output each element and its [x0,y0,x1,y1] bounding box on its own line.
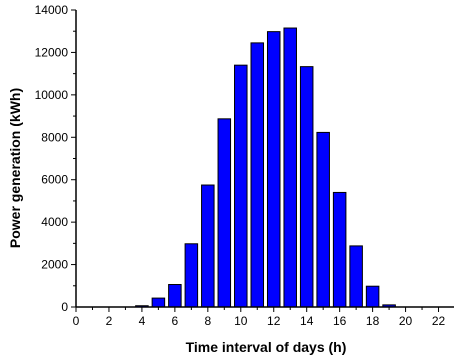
y-tick-label-12000: 12000 [35,45,69,59]
y-tick-label-10000: 10000 [35,88,69,102]
ticks-group: 0 2 4 6 8 10 12 14 16 18 20 22 0 2000 4000 6000 8000 1000… [35,3,446,328]
y-axis-title: Power generation (kWh) [7,88,23,248]
bar-17h [349,245,363,308]
x-tick-label-4: 4 [139,314,146,328]
y-tick-label-8000: 8000 [41,130,68,144]
y-tick-label-6000: 6000 [41,173,68,187]
bar-14h [299,66,314,308]
x-tick-label-2: 2 [106,314,113,328]
bar-18h [365,285,380,308]
x-tick-label-10: 10 [234,314,248,328]
bar-11h [250,42,265,308]
x-tick-label-18: 18 [366,314,380,328]
x-tick-label-0: 0 [73,314,80,328]
x-tick-label-12: 12 [267,314,281,328]
bar-16h [332,191,347,308]
x-tick-label-20: 20 [399,314,413,328]
x-tick-label-6: 6 [172,314,179,328]
bar-9h [217,118,232,308]
x-tick-label-22: 22 [432,314,446,328]
y-tick-label-14000: 14000 [35,3,69,17]
bars-group [135,27,396,308]
y-tick-label-2000: 2000 [41,258,68,272]
bar-7h [184,243,199,308]
y-tick-label-4000: 4000 [41,215,68,229]
bar-5h [151,297,166,308]
x-axis-title: Time interval of days (h) [186,339,347,355]
x-tick-label-8: 8 [204,314,211,328]
y-tick-label-0: 0 [61,300,68,314]
bar-10h [234,64,248,308]
bar-13h [283,27,297,308]
x-tick-label-14: 14 [300,314,314,328]
x-tick-label-16: 16 [333,314,347,328]
bar-12h [266,31,281,308]
axes-group [75,10,454,308]
bar-6h [168,284,182,308]
bar-8h [201,184,215,308]
bar-15h [316,131,330,308]
